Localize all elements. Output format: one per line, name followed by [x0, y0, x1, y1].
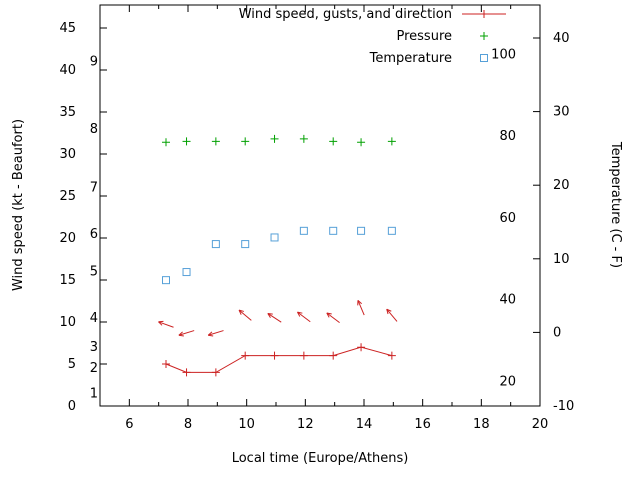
pressure-marker [329, 137, 337, 145]
wind-speed-marker [271, 352, 279, 360]
pressure-marker [162, 138, 170, 146]
x-axis-title: Local time (Europe/Athens) [232, 451, 409, 466]
x-tick-label: 8 [184, 417, 192, 432]
beaufort-label: 9 [90, 55, 98, 70]
pressure-marker [300, 135, 308, 143]
pressure-marker [212, 137, 220, 145]
kt-tick-label: 0 [68, 399, 76, 414]
kt-tick-label: 5 [68, 357, 76, 372]
temperature-marker [163, 277, 170, 284]
fahrenheit-label: 20 [499, 374, 516, 389]
fahrenheit-label: 60 [499, 211, 516, 226]
beaufort-label: 6 [90, 227, 98, 242]
celsius-tick-label: 40 [553, 31, 570, 46]
x-tick-label: 12 [297, 417, 314, 432]
temperature-marker [242, 241, 249, 248]
kt-tick-label: 15 [59, 273, 76, 288]
temperature-marker [212, 241, 219, 248]
temperature-marker [330, 227, 337, 234]
legend-plus-marker [480, 32, 488, 40]
kt-tick-label: 30 [59, 147, 76, 162]
x-tick-label: 14 [356, 417, 373, 432]
gust-arrow-shaft [297, 312, 310, 322]
beaufort-label: 5 [90, 265, 98, 280]
kt-tick-label: 25 [59, 189, 76, 204]
kt-tick-label: 20 [59, 231, 76, 246]
wind-speed-marker [329, 352, 337, 360]
x-tick-label: 10 [238, 417, 255, 432]
temperature-marker [271, 234, 278, 241]
wind-speed-marker [212, 368, 220, 376]
beaufort-label: 4 [90, 311, 98, 326]
fahrenheit-label: 100 [491, 47, 516, 62]
pressure-marker [357, 138, 365, 146]
celsius-tick-label: 0 [553, 325, 561, 340]
wind-speed-marker [162, 360, 170, 368]
plot-border [100, 5, 540, 406]
wind-speed-marker [183, 368, 191, 376]
x-tick-label: 6 [125, 417, 133, 432]
gust-arrow-head [208, 335, 213, 336]
wind-speed-marker [241, 352, 249, 360]
kt-tick-label: 10 [59, 315, 76, 330]
kt-tick-label: 40 [59, 63, 76, 78]
beaufort-label: 3 [90, 340, 98, 355]
temperature-marker [300, 227, 307, 234]
gust-arrow-head [179, 335, 184, 336]
fahrenheit-label: 80 [499, 129, 516, 144]
celsius-tick-label: 30 [553, 105, 570, 120]
pressure-marker [271, 135, 279, 143]
temperature-marker [388, 227, 395, 234]
x-tick-label: 18 [473, 417, 490, 432]
kt-tick-label: 35 [59, 105, 76, 120]
fahrenheit-label: 40 [499, 293, 516, 308]
pressure-marker [388, 137, 396, 145]
beaufort-label: 2 [90, 361, 98, 376]
y-axis-title: Wind speed (kt - Beaufort) [11, 119, 26, 291]
beaufort-label: 7 [90, 181, 98, 196]
x-tick-label: 16 [414, 417, 431, 432]
legend-label: Temperature [369, 51, 452, 66]
beaufort-label: 1 [90, 386, 98, 401]
wind-speed-line [166, 347, 392, 372]
legend-label: Pressure [396, 29, 452, 44]
x-tick-label: 20 [532, 417, 549, 432]
wind-speed-marker [300, 352, 308, 360]
gust-arrow-shaft [387, 309, 397, 321]
gust-arrow-shaft [327, 313, 340, 323]
wind-speed-marker [357, 343, 365, 351]
legend-square-marker [481, 55, 488, 62]
kt-tick-label: 45 [59, 21, 76, 36]
legend-label: Wind speed, gusts, and direction [239, 7, 452, 22]
gust-arrow-shaft [239, 310, 251, 320]
pressure-marker [183, 137, 191, 145]
wind-speed-marker [388, 352, 396, 360]
celsius-tick-label: 20 [553, 178, 570, 193]
gust-arrow-shaft [268, 313, 281, 322]
temperature-marker [358, 227, 365, 234]
beaufort-label: 8 [90, 122, 98, 137]
temperature-marker [183, 269, 190, 276]
y2-axis-title: Temperature (C - F) [608, 141, 623, 268]
celsius-tick-label: -10 [553, 399, 574, 414]
pressure-marker [241, 137, 249, 145]
celsius-tick-label: 10 [553, 252, 570, 267]
